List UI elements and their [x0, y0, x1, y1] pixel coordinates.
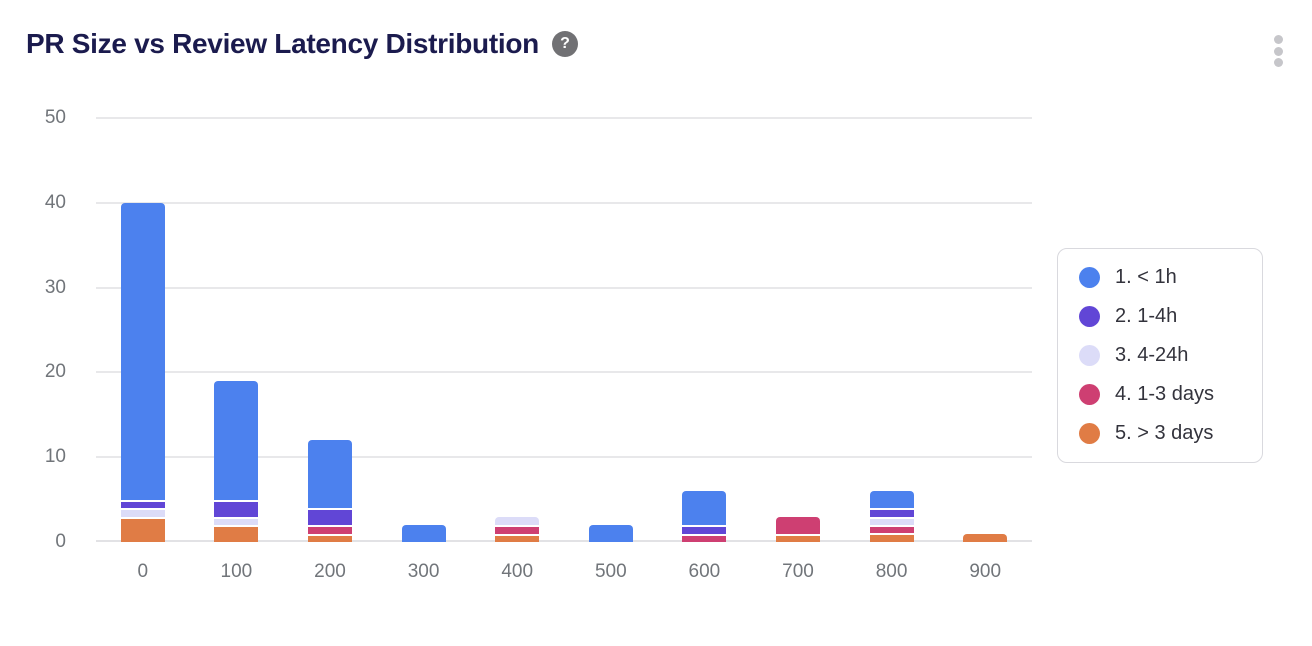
page-title: PR Size vs Review Latency Distribution [26, 28, 539, 59]
bar-segment[interactable] [776, 533, 820, 542]
bar-700 [776, 516, 820, 542]
legend-label: 4. 1-3 days [1115, 383, 1214, 405]
x-tick-label: 300 [407, 561, 440, 582]
gridline [96, 456, 1032, 459]
bar-segment[interactable] [495, 516, 540, 526]
bar-900 [963, 533, 1008, 542]
legend-label: 1. < 1h [1115, 266, 1177, 288]
x-tick-label: 0 [137, 561, 149, 582]
bar-segment[interactable] [120, 508, 165, 517]
kebab-menu-icon[interactable] [1271, 32, 1286, 70]
x-axis-labels: 0 100 200 300 400 500 600 700 800 900 [96, 561, 1032, 589]
bar-segment[interactable] [588, 525, 633, 542]
bar-segment[interactable] [869, 516, 914, 526]
bar-segment[interactable] [308, 508, 352, 526]
bar-segment[interactable] [682, 491, 727, 526]
y-tick-label: 10 [44, 446, 66, 468]
x-tick-label: 700 [782, 561, 814, 582]
x-tick-label: 500 [594, 561, 627, 582]
y-tick-label: 40 [44, 191, 66, 213]
x-tick-label: 400 [501, 561, 534, 582]
bar-segment[interactable] [120, 499, 165, 509]
legend-label: 2. 1-4h [1115, 305, 1178, 327]
gridline [96, 286, 1032, 289]
bar-segment[interactable] [120, 516, 165, 542]
legend-dot [1079, 345, 1100, 366]
y-tick-label: 20 [44, 361, 66, 383]
bar-600 [682, 491, 727, 542]
gridline [96, 117, 1032, 119]
bar-segment[interactable] [308, 533, 352, 542]
legend-dot [1079, 384, 1100, 405]
x-tick-label: 900 [969, 561, 1002, 582]
chart-header: PR Size vs Review Latency Distribution ? [26, 28, 578, 60]
y-axis-labels: 0 10 20 30 40 50 [0, 107, 66, 552]
bar-100 [214, 380, 259, 542]
gridline [96, 201, 1032, 204]
bar-segment[interactable] [682, 533, 727, 542]
x-tick-label: 800 [875, 561, 908, 582]
legend-label: 5. > 3 days [1115, 422, 1214, 444]
legend-dot [1079, 423, 1100, 444]
bar-segment[interactable] [963, 533, 1008, 542]
bar-segment[interactable] [869, 491, 914, 509]
bar-500 [588, 525, 633, 542]
bar-segment[interactable] [214, 525, 259, 542]
bar-segment[interactable] [869, 533, 914, 542]
x-tick-label: 100 [220, 561, 253, 582]
legend-dot [1079, 267, 1100, 288]
bar-200 [308, 440, 352, 542]
bar-segment[interactable] [214, 499, 259, 517]
kebab-dot [1274, 46, 1283, 56]
help-icon[interactable]: ? [551, 31, 578, 57]
x-tick-label: 600 [688, 561, 721, 582]
plot-area [96, 117, 1032, 542]
bar-segment[interactable] [495, 533, 540, 542]
bar-segment[interactable] [214, 516, 259, 526]
bar-800 [869, 491, 914, 542]
x-tick-label: 200 [314, 561, 346, 582]
gridline [96, 371, 1032, 374]
legend-item[interactable]: 4. 1-3 days [1079, 383, 1246, 406]
bar-segment[interactable] [495, 525, 540, 534]
y-tick-label: 30 [44, 276, 66, 298]
bar-400 [495, 516, 540, 542]
bar-segment[interactable] [214, 380, 259, 500]
bar-segment[interactable] [682, 525, 727, 534]
bar-0 [120, 202, 165, 542]
bar-segment[interactable] [308, 440, 352, 509]
bar-segment[interactable] [401, 525, 446, 542]
bar-segment[interactable] [869, 525, 914, 534]
y-tick-label: 50 [44, 107, 66, 128]
x-axis-line [96, 540, 1032, 542]
legend-item[interactable]: 1. < 1h [1079, 266, 1246, 289]
legend-item[interactable]: 2. 1-4h [1079, 305, 1246, 328]
bar-300 [401, 525, 446, 542]
legend-label: 3. 4-24h [1115, 344, 1189, 366]
legend: 1. < 1h 2. 1-4h 3. 4-24h 4. 1-3 days 5. > 3 … [1057, 248, 1263, 463]
bar-segment[interactable] [776, 516, 820, 534]
legend-item[interactable]: 3. 4-24h [1079, 344, 1246, 367]
bar-segment[interactable] [308, 525, 352, 534]
legend-dot [1079, 306, 1100, 327]
bar-segment[interactable] [120, 202, 165, 500]
y-tick-label: 0 [55, 531, 66, 552]
bar-segment[interactable] [869, 508, 914, 517]
kebab-dot [1274, 35, 1283, 44]
kebab-dot [1274, 58, 1283, 67]
legend-item[interactable]: 5. > 3 days [1079, 422, 1246, 445]
